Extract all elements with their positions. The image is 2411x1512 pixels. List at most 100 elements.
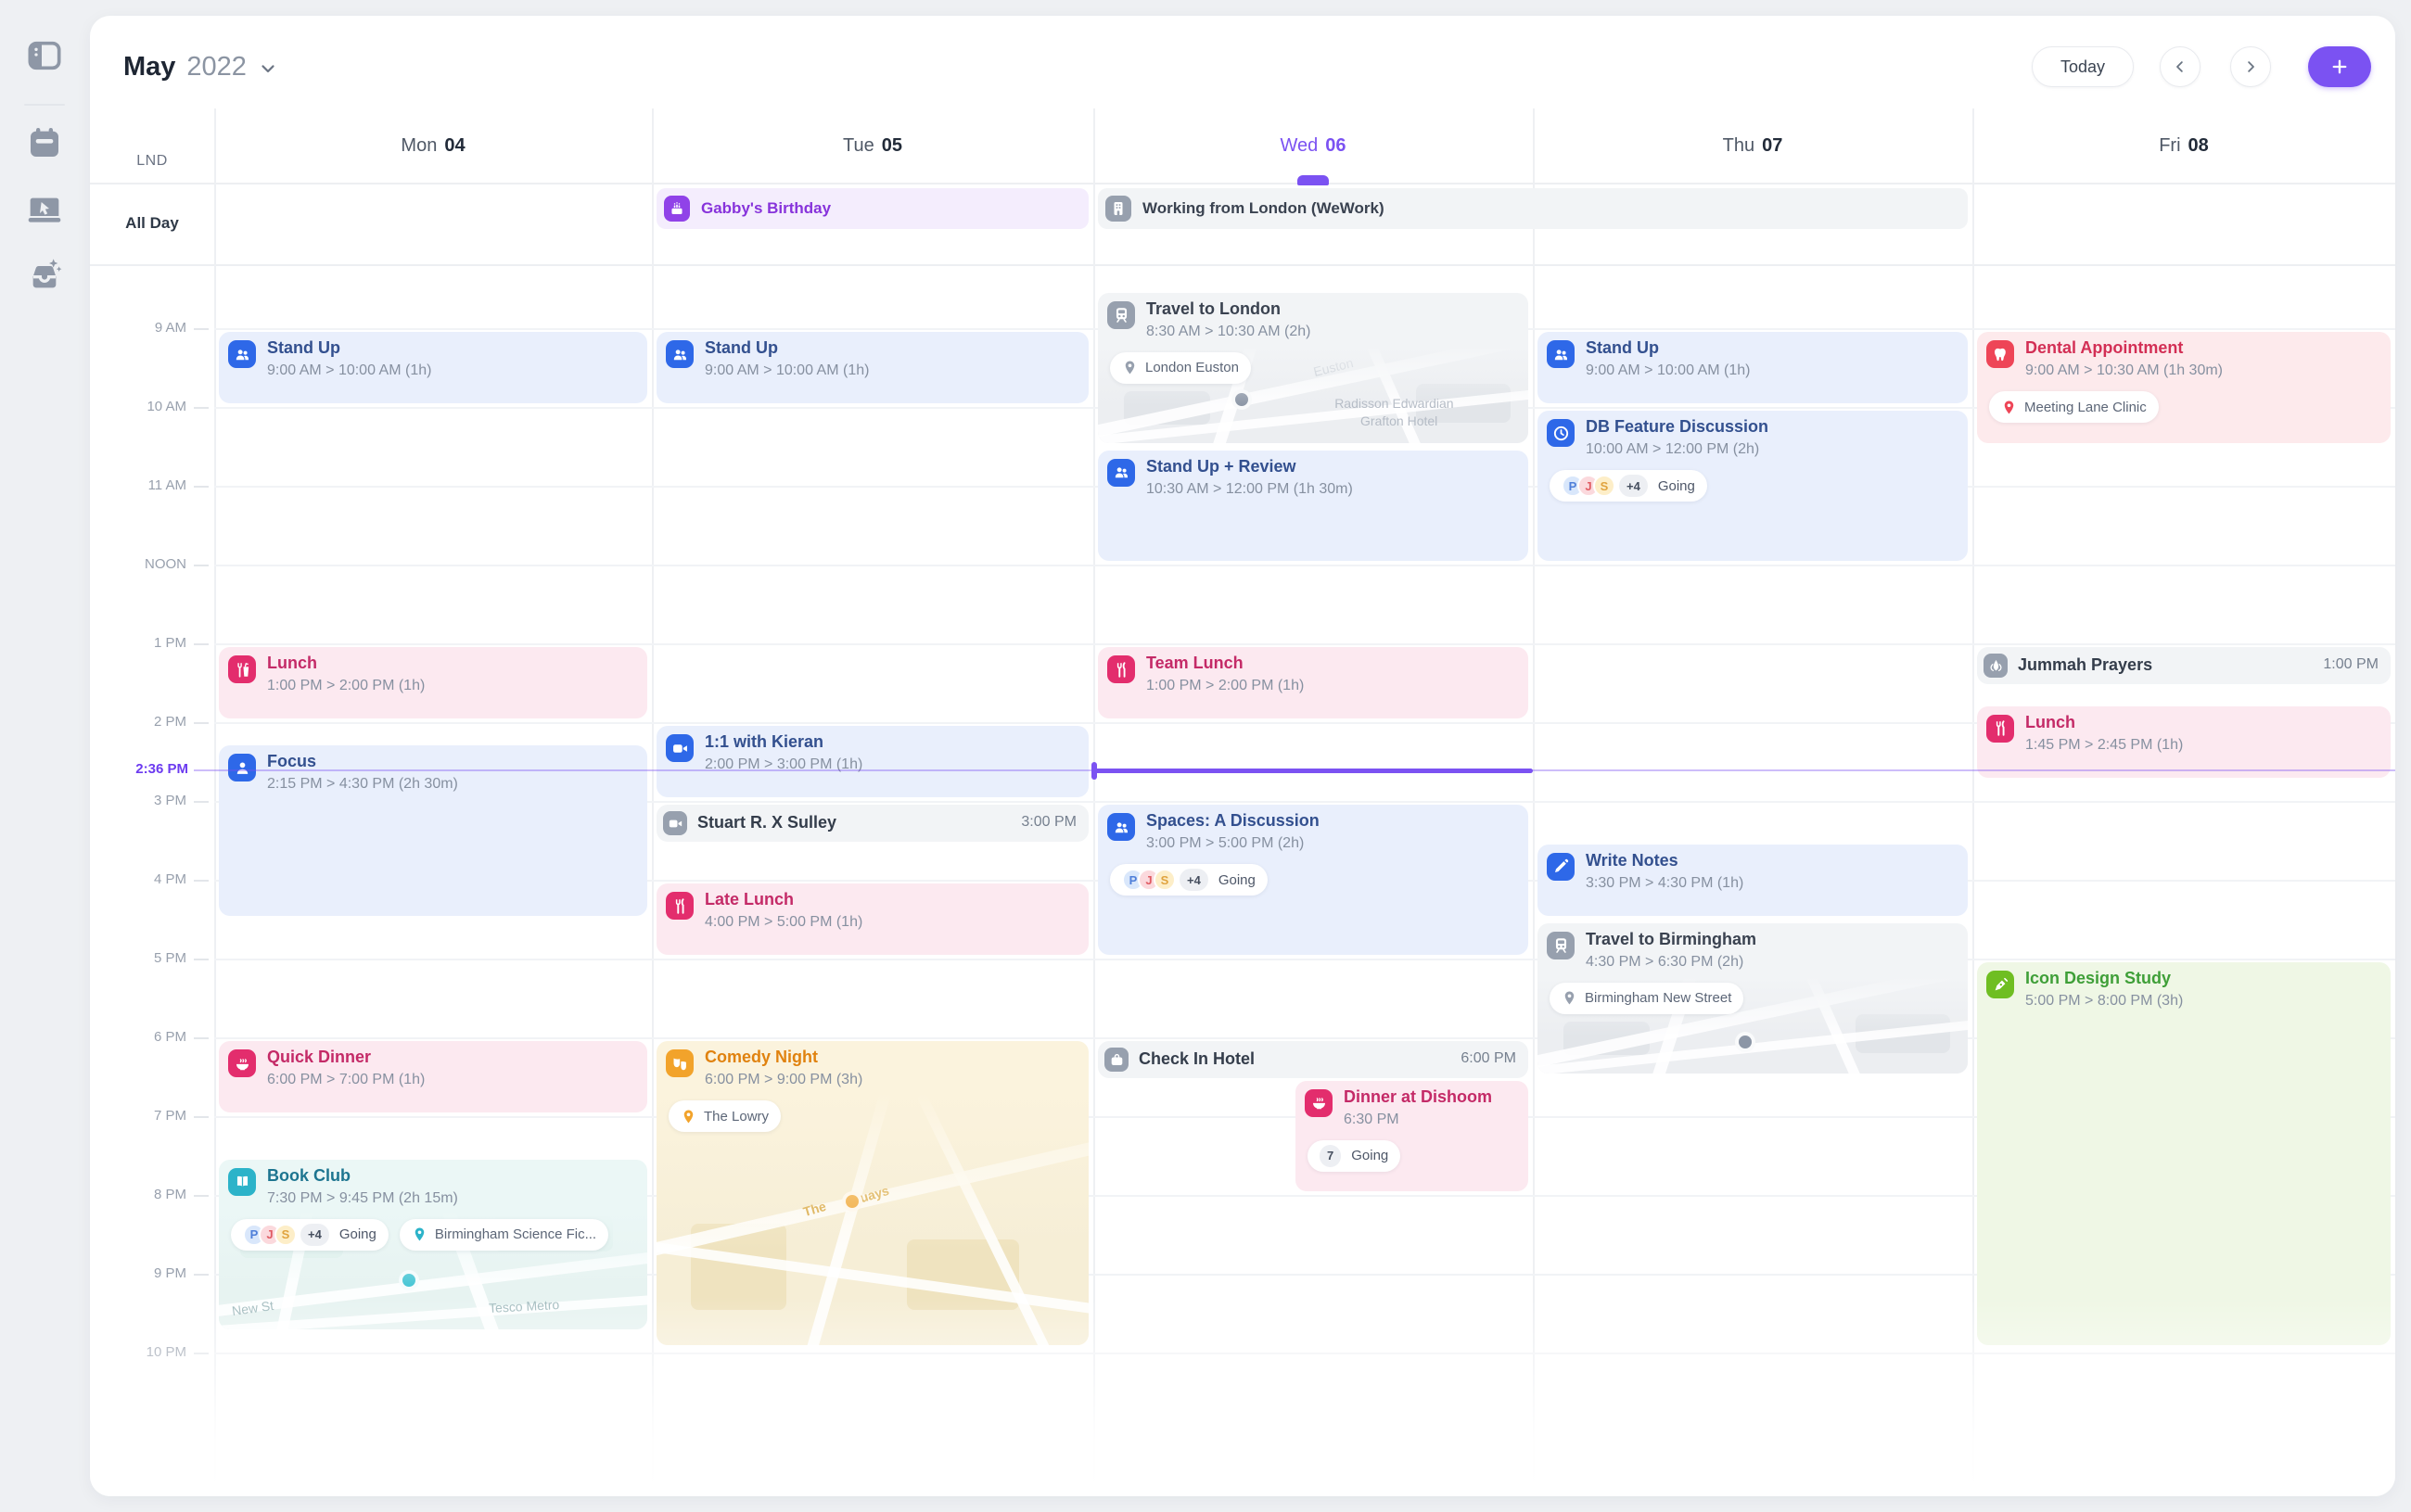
event-stand-up[interactable]: Stand Up 9:00 AM > 10:00 AM (1h) <box>1537 332 1968 403</box>
location-chip[interactable]: London Euston <box>1110 351 1251 384</box>
rail-panel-toggle-button[interactable] <box>22 33 67 78</box>
day-header-thu-07[interactable]: Thu 07 <box>1533 108 1972 183</box>
add-event-button[interactable] <box>2308 46 2371 87</box>
event-stand-up[interactable]: Stand Up 9:00 AM > 10:00 AM (1h) <box>219 332 647 403</box>
event-quick-dinner[interactable]: Quick Dinner 6:00 PM > 7:00 PM (1h) <box>219 1041 647 1112</box>
time-tick <box>194 722 209 724</box>
attendee-count: +4 <box>1180 869 1208 891</box>
time-label: 3 PM <box>153 793 186 808</box>
location-text: Birmingham New Street <box>1585 990 1732 1006</box>
attendees-chip[interactable]: P J S +4 Going <box>231 1218 389 1251</box>
event-1-1-with-kieran[interactable]: 1:1 with Kieran 2:00 PM > 3:00 PM (1h) <box>657 726 1089 797</box>
event-time: 9:00 AM > 10:00 AM (1h) <box>1586 362 1751 378</box>
event-check-in-hotel[interactable]: Check In Hotel 6:00 PM <box>1098 1041 1528 1078</box>
next-week-button[interactable] <box>2230 46 2271 87</box>
location-chip[interactable]: Birmingham Science Fic... <box>399 1218 609 1251</box>
event-icon-design-study[interactable]: Icon Design Study 5:00 PM > 8:00 PM (3h) <box>1977 962 2391 1345</box>
event-type-icon <box>1984 654 2008 678</box>
day-weekday: Fri <box>2159 134 2181 156</box>
time-label: 4 PM <box>153 871 186 887</box>
event-title: Team Lunch <box>1146 654 1244 672</box>
event-stand-up-review[interactable]: Stand Up + Review 10:30 AM > 12:00 PM (1h… <box>1098 450 1528 561</box>
month-switcher[interactable]: May 2022 <box>123 52 278 83</box>
event-lunch[interactable]: Lunch 1:45 PM > 2:45 PM (1h) <box>1977 705 2391 778</box>
calendar-grid: LND All Day Mon 04 Tue 05 Wed 06 Thu 07 Fri 08 9 A… <box>90 16 2395 1496</box>
event-dental-appointment[interactable]: Dental Appointment 9:00 AM > 10:30 AM (1h… <box>1977 332 2391 443</box>
event-type-icon <box>1547 931 1575 959</box>
rail-inbox-sparkle-button[interactable] <box>22 253 67 298</box>
event-type-icon <box>666 892 694 920</box>
event-chips: Meeting Lane Clinic <box>1989 391 2159 423</box>
event-lunch[interactable]: Lunch 1:00 PM > 2:00 PM (1h) <box>219 647 647 718</box>
rail-calendar-button[interactable] <box>22 121 67 165</box>
location-chip[interactable]: The Lowry <box>669 1100 782 1132</box>
location-pin-icon <box>1562 990 1577 1006</box>
location-text: London Euston <box>1145 360 1239 375</box>
today-button[interactable]: Today <box>2031 46 2134 87</box>
event-time: 6:00 PM > 9:00 PM (3h) <box>705 1072 863 1087</box>
event-jummah-prayers[interactable]: Jummah Prayers 1:00 PM <box>1977 647 2391 684</box>
all-day-event-working-from-london-wework[interactable]: Working from London (WeWork) <box>1098 188 1968 229</box>
event-stand-up[interactable]: Stand Up 9:00 AM > 10:00 AM (1h) <box>657 332 1089 403</box>
event-title: Dental Appointment <box>2025 338 2184 357</box>
rail-laptop-cursor-button[interactable] <box>22 187 67 232</box>
avatar: S <box>1154 869 1176 891</box>
time-label: 6 PM <box>153 1029 186 1045</box>
event-stuart-r-x-sulley[interactable]: Stuart R. X Sulley 3:00 PM <box>657 805 1089 842</box>
month-label: May <box>123 51 176 82</box>
attendees-chip[interactable]: 7 Going <box>1308 1139 1401 1172</box>
event-type-icon <box>664 196 690 222</box>
event-team-lunch[interactable]: Team Lunch 1:00 PM > 2:00 PM (1h) <box>1098 647 1528 718</box>
time-tick <box>194 486 209 488</box>
day-header-tue-05[interactable]: Tue 05 <box>652 108 1093 183</box>
event-travel-to-birmingham[interactable]: Travel to Birmingham 4:30 PM > 6:30 PM (2… <box>1537 922 1968 1074</box>
prev-week-button[interactable] <box>2160 46 2201 87</box>
attendees-chip[interactable]: P J S +4 Going <box>1110 864 1268 896</box>
day-header-mon-04[interactable]: Mon 04 <box>214 108 652 183</box>
event-chips: 7 Going <box>1308 1139 1401 1172</box>
time-tick <box>194 1037 209 1039</box>
utensils-icon <box>1113 661 1130 679</box>
event-focus[interactable]: Focus 2:15 PM > 4:30 PM (2h 30m) <box>219 745 647 916</box>
time-label: 11 AM <box>147 477 186 493</box>
event-title: Gabby's Birthday <box>701 199 832 217</box>
rsvp-status: Going <box>1657 477 1695 494</box>
event-type-icon <box>1104 1048 1129 1072</box>
event-type-icon <box>1305 1088 1333 1117</box>
event-title: Lunch <box>2025 712 2075 731</box>
event-type-icon <box>663 811 687 835</box>
column-separator <box>214 108 216 1480</box>
event-write-notes[interactable]: Write Notes 3:30 PM > 4:30 PM (1h) <box>1537 844 1968 916</box>
event-late-lunch[interactable]: Late Lunch 4:00 PM > 5:00 PM (1h) <box>657 883 1089 955</box>
event-type-icon <box>1547 852 1575 881</box>
all-day-event-gabby-s-birthday[interactable]: Gabby's Birthday <box>657 188 1089 229</box>
location-chip[interactable]: Birmingham New Street <box>1550 982 1744 1014</box>
event-time: 3:00 PM > 5:00 PM (2h) <box>1146 835 1305 851</box>
location-chip[interactable]: Meeting Lane Clinic <box>1989 391 2159 423</box>
event-title: Comedy Night <box>705 1048 819 1066</box>
event-title: Book Club <box>267 1165 351 1185</box>
event-title: Stuart R. X Sulley <box>697 813 837 832</box>
tooth-icon <box>1992 346 2009 363</box>
column-separator <box>1093 108 1095 1480</box>
event-db-feature-discussion[interactable]: DB Feature Discussion 10:00 AM > 12:00 PM… <box>1537 411 1968 561</box>
event-title: Icon Design Study <box>2025 969 2172 987</box>
event-time: 7:30 PM > 9:45 PM (2h 15m) <box>267 1189 458 1206</box>
day-header-fri-08[interactable]: Fri 08 <box>1972 108 2395 183</box>
location-text: Birmingham Science Fic... <box>434 1226 597 1242</box>
day-header-wed-06[interactable]: Wed 06 <box>1093 108 1533 183</box>
masks-icon <box>671 1055 689 1073</box>
event-time: 9:00 AM > 10:00 AM (1h) <box>705 362 870 378</box>
time-label: 8 PM <box>153 1187 186 1202</box>
event-spaces-a-discussion[interactable]: Spaces: A Discussion 3:00 PM > 5:00 PM (2… <box>1098 805 1528 955</box>
event-type-icon <box>666 340 694 368</box>
header-divider <box>90 183 2395 184</box>
attendees-chip[interactable]: P J S +4 Going <box>1550 470 1707 502</box>
time-tick <box>194 407 209 409</box>
event-title: DB Feature Discussion <box>1586 417 1769 436</box>
event-travel-to-london[interactable]: EustonRadisson EdwardianGrafton HotelTra… <box>1098 292 1528 443</box>
video-icon <box>668 816 683 832</box>
event-dinner-at-dishoom[interactable]: Dinner at Dishoom 6:30 PM 7 Going <box>1295 1080 1528 1191</box>
